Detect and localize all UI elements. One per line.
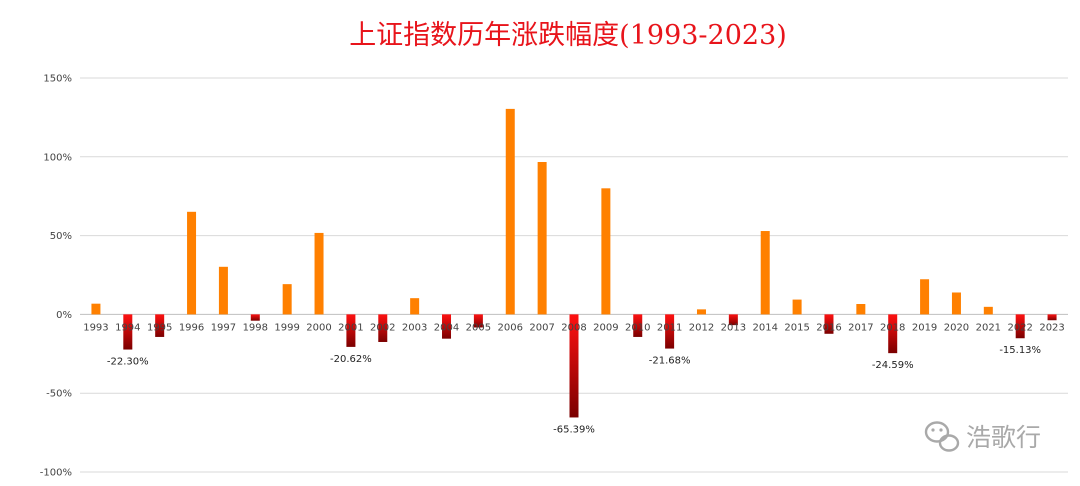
x-tick-label: 1994 [115,322,140,333]
wechat-icon [924,421,960,452]
bar [665,314,675,349]
chart-title: 上证指数历年涨跌幅度(1993-2023) [349,20,787,51]
x-tick-label: 2007 [529,322,554,333]
bar [983,306,993,315]
bar [187,211,197,315]
y-tick-label: -100% [40,468,72,479]
y-tick-label: 150% [43,74,72,85]
bar [760,231,770,315]
x-tick-label: 2013 [721,322,746,333]
bar [250,314,260,321]
bar [633,314,643,337]
x-tick-label: 1993 [83,322,108,333]
x-tick-label: 2008 [561,322,586,333]
bar [218,266,228,315]
x-tick-label: 1996 [179,322,204,333]
bar [856,303,866,315]
bar [155,314,165,337]
bar [537,162,547,315]
bar [378,314,388,342]
data-label: -24.59% [872,360,914,371]
bar [920,279,930,315]
bar [314,232,324,315]
x-tick-label: 2020 [944,322,969,333]
data-label: -65.39% [553,424,595,435]
x-tick-label: 2001 [338,322,363,333]
x-tick-label: 1999 [274,322,299,333]
x-tick-label: 2004 [434,322,459,333]
x-tick-label: 2021 [976,322,1001,333]
y-tick-label: 100% [43,152,72,163]
data-label: -21.68% [649,356,691,367]
bar [91,303,101,315]
x-tick-label: 2015 [784,322,809,333]
x-tick-label: 2006 [498,322,523,333]
bar [824,314,834,334]
bar [442,314,452,339]
x-tick-label: 2009 [593,322,618,333]
bar [951,292,961,315]
y-tick-label: -50% [46,389,72,400]
x-tick-label: 1998 [243,322,268,333]
y-tick-label: 50% [50,231,72,242]
bar [346,314,356,347]
bar [728,314,738,326]
x-tick-label: 2016 [816,322,841,333]
x-tick-label: 2002 [370,322,395,333]
x-tick-label: 1995 [147,322,172,333]
data-labels: -22.30% -20.62% -65.39% -21.68% -24.59% -15.1… [107,345,1041,435]
x-tick-label: 2017 [848,322,873,333]
bar [282,284,292,315]
bar [1047,314,1057,321]
x-tick-label: 2011 [657,322,682,333]
y-tick-label: 0% [56,310,72,321]
x-tick-label: 2019 [912,322,937,333]
watermark-text: 浩歌行 [966,423,1041,452]
bar [123,314,133,350]
bar [410,298,420,315]
bar [792,299,802,315]
data-label: -22.30% [107,357,149,368]
bar [696,309,706,315]
x-tick-label: 2010 [625,322,650,333]
x-tick-label: 2005 [466,322,491,333]
x-tick-label: 2003 [402,322,427,333]
data-label: -20.62% [330,354,372,365]
x-tick-label: 1997 [211,322,236,333]
x-tick-label: 2022 [1007,322,1032,333]
x-tick-label: 2014 [752,322,777,333]
bar [888,314,898,354]
watermark: 浩歌行 [924,421,1041,452]
x-tick-label: 2018 [880,322,905,333]
bars [91,108,1057,418]
bar [601,188,611,315]
data-label: -15.13% [999,345,1041,356]
bar [1015,314,1025,339]
x-tick-label: 2000 [306,322,331,333]
y-axis: 150% 100% 50% 0% -50% -100% [40,74,72,479]
x-tick-label: 2023 [1039,322,1064,333]
x-tick-label: 2012 [689,322,714,333]
bar [473,314,483,328]
x-axis: 1993 1994 1995 1996 1997 1998 1999 2000 2001 2002… [83,322,1065,333]
bar [569,314,579,418]
bar [505,108,515,315]
